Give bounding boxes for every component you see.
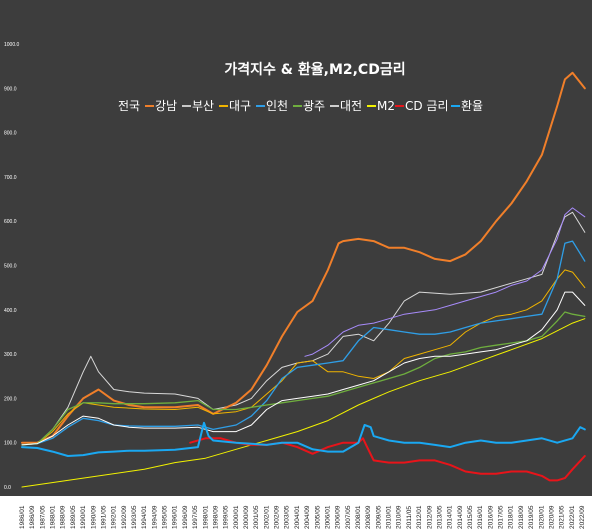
y-tick-label: 100.0 (4, 441, 17, 447)
x-tick-label: 1992/09 (121, 505, 128, 529)
x-tick-label: 1990/09 (90, 505, 97, 529)
y-tick-label: 1000.0 (4, 42, 20, 48)
x-tick-label: 1994/09 (151, 505, 158, 529)
y-axis: 0.0 100.0 200.0 300.0 400.0 500.0 600.0 700.0 80… (4, 42, 20, 491)
x-tick-label: 2002/01 (263, 505, 270, 529)
x-tick-label: 1987/05 (39, 505, 46, 529)
series-line-9 (21, 421, 586, 457)
x-tick-label: 2011/05 (406, 506, 413, 529)
series-line-3 (21, 269, 586, 446)
legend-label: 전국 (118, 99, 140, 113)
x-tick-label: 2003/05 (284, 505, 291, 529)
x-tick-label: 2020/01 (538, 505, 545, 529)
legend-label: 환율 (461, 99, 483, 113)
x-tick-label: 2005/05 (314, 505, 321, 529)
series-line-1 (304, 207, 586, 357)
legend-label: 강남 (155, 99, 177, 113)
x-tick-label: 2017/05 (498, 505, 505, 529)
x-tick-label: 2001/05 (253, 505, 260, 529)
legend-label: 부산 (192, 99, 214, 113)
legend-label: M2 (377, 99, 395, 113)
x-tick-label: 2014/09 (457, 505, 464, 529)
series-line-2 (21, 71, 586, 444)
y-tick-label: 900.0 (4, 86, 17, 92)
x-tick-label: 1990/01 (80, 505, 87, 529)
y-tick-label: 600.0 (4, 219, 17, 225)
x-tick-label: 1994/01 (141, 505, 148, 529)
chart-title: 가격지수 & 환율,M2,CD금리 (224, 61, 405, 78)
x-tick-label: 2018/09 (518, 505, 525, 529)
x-tick-label: 1986/09 (29, 505, 36, 529)
x-tick-label: 2016/01 (477, 505, 484, 529)
x-tick-label: 2000/09 (243, 505, 250, 529)
x-tick-label: 2010/01 (386, 505, 393, 529)
x-tick-label: 1986/01 (19, 505, 26, 529)
x-tick-label: 1988/09 (60, 505, 67, 529)
legend-label: 대구 (229, 99, 251, 113)
x-tick-label: 2021/05 (559, 505, 566, 529)
x-tick-label: 1999/05 (223, 505, 230, 529)
x-tick-label: 1998/09 (213, 505, 220, 529)
x-tick-label: 2002/09 (274, 505, 281, 529)
series-line-6 (21, 291, 586, 446)
legend-label: 대전 (340, 99, 362, 113)
x-tick-label: 2015/05 (467, 505, 474, 529)
x-tick-label: 2009/05 (375, 505, 382, 529)
x-tick-label: 2006/09 (335, 505, 342, 529)
y-tick-label: 0.0 (4, 485, 11, 491)
x-tick-label: 2022/01 (569, 505, 576, 529)
x-tick-label: 2007/05 (345, 505, 352, 529)
x-tick-label: 2000/01 (233, 505, 240, 529)
y-tick-label: 500.0 (4, 264, 17, 270)
legend: 전국 강남 부산 대구 인천 광주 대전 M2 CD 금리 환율 (118, 98, 483, 113)
x-tick-label: 1992/01 (111, 505, 118, 529)
y-tick-label: 400.0 (4, 308, 17, 314)
legend-label: 광주 (303, 99, 325, 113)
x-tick-label: 1996/09 (182, 505, 189, 529)
x-tick-label: 1998/01 (202, 505, 209, 529)
legend-label: CD 금리 (405, 99, 449, 113)
x-tick-label: 1989/05 (70, 505, 77, 529)
x-tick-label: 1993/05 (131, 505, 138, 529)
x-axis: 1986/01 1986/09 1987/05 1988/01 1988/09 1989/… (19, 505, 586, 529)
x-tick-label: 2022/09 (579, 505, 586, 529)
x-tick-label: 1997/05 (192, 505, 199, 529)
y-tick-label: 800.0 (4, 131, 17, 137)
series-line-7 (21, 318, 586, 488)
x-tick-label: 2008/01 (355, 505, 362, 529)
x-tick-label: 1991/05 (101, 505, 108, 529)
x-tick-label: 2008/09 (365, 505, 372, 529)
x-tick-label: 2004/01 (294, 505, 301, 529)
y-tick-label: 700.0 (4, 175, 17, 181)
x-tick-label: 1988/01 (50, 505, 57, 529)
series-group (21, 71, 586, 488)
x-tick-label: 2019/05 (528, 505, 535, 529)
x-tick-label: 2016/09 (487, 505, 494, 529)
y-tick-label: 300.0 (4, 352, 17, 358)
series-line-5 (21, 311, 586, 446)
y-tick-label: 200.0 (4, 396, 17, 402)
x-tick-label: 2020/09 (549, 505, 556, 529)
x-tick-label: 1996/01 (172, 505, 179, 529)
x-tick-label: 2004/09 (304, 505, 311, 529)
x-tick-label: 1995/05 (162, 505, 169, 529)
x-tick-label: 2012/01 (416, 505, 423, 529)
x-tick-label: 2014/01 (447, 505, 454, 529)
legend-label: 인천 (266, 98, 288, 113)
x-tick-label: 2018/01 (508, 505, 515, 529)
plot-background (0, 0, 592, 496)
x-tick-label: 2013/05 (437, 505, 444, 529)
x-tick-label: 2006/01 (325, 505, 332, 529)
x-tick-label: 2012/09 (426, 505, 433, 529)
x-tick-label: 2010/09 (396, 505, 403, 529)
